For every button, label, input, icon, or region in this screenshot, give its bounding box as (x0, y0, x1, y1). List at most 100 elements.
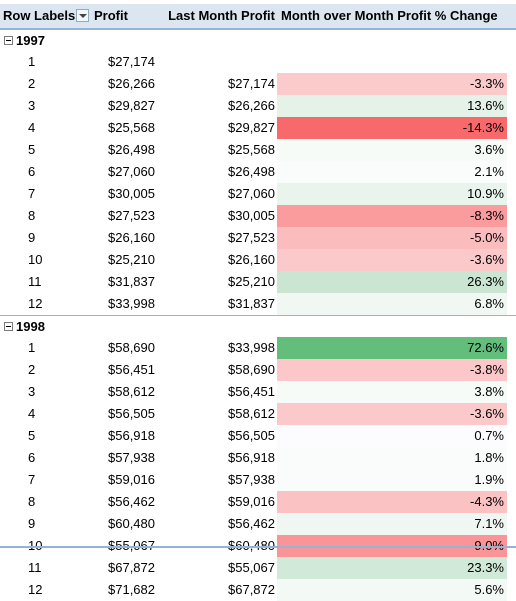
table-row[interactable]: 3 $29,827 $26,266 13.6% (0, 95, 516, 117)
table-row[interactable]: 9 $26,160 $27,523 -5.0% (0, 227, 516, 249)
last-month-profit-cell[interactable]: $26,498 (228, 164, 275, 179)
last-month-profit-cell[interactable]: $57,938 (228, 472, 275, 487)
last-month-profit-cell[interactable]: $31,837 (228, 296, 275, 311)
table-row[interactable]: 4 $56,505 $58,612 -3.6% (0, 403, 516, 425)
profit-cell[interactable]: $59,016 (108, 472, 155, 487)
last-month-profit-cell[interactable]: $26,266 (228, 98, 275, 113)
mom-pct-header[interactable]: Month over Month Profit % Change (281, 8, 498, 23)
last-month-profit-cell[interactable]: $58,612 (228, 406, 275, 421)
profit-cell[interactable]: $25,568 (108, 120, 155, 135)
table-row[interactable]: 6 $27,060 $26,498 2.1% (0, 161, 516, 183)
table-row[interactable]: 12 $33,998 $31,837 6.8% (0, 293, 516, 315)
table-row[interactable]: 8 $56,462 $59,016 -4.3% (0, 491, 516, 513)
last-month-profit-cell[interactable]: $25,568 (228, 142, 275, 157)
table-row[interactable]: 1 $58,690 $33,998 72.6% (0, 337, 516, 359)
last-month-profit-cell[interactable]: $27,174 (228, 76, 275, 91)
mom-pct-cell[interactable]: 3.6% (277, 139, 507, 161)
collapse-minus-icon[interactable] (4, 322, 13, 331)
profit-cell[interactable]: $56,462 (108, 494, 155, 509)
last-month-profit-cell[interactable]: $56,451 (228, 384, 275, 399)
profit-cell[interactable]: $27,523 (108, 208, 155, 223)
mom-pct-cell[interactable]: 5.6% (277, 579, 507, 601)
table-row[interactable]: 7 $59,016 $57,938 1.9% (0, 469, 516, 491)
mom-pct-cell[interactable]: -14.3% (277, 117, 507, 139)
table-row[interactable]: 10 $25,210 $26,160 -3.6% (0, 249, 516, 271)
mom-pct-cell[interactable]: 1.9% (277, 469, 507, 491)
profit-cell[interactable]: $60,480 (108, 516, 155, 531)
last-month-profit-cell[interactable]: $56,462 (228, 516, 275, 531)
last-month-profit-cell[interactable]: $59,016 (228, 494, 275, 509)
mom-pct-cell[interactable]: 3.8% (277, 381, 507, 403)
mom-pct-cell[interactable] (277, 51, 507, 73)
profit-cell[interactable]: $67,872 (108, 560, 155, 575)
last-month-profit-cell[interactable]: $56,505 (228, 428, 275, 443)
year-label[interactable]: 1998 (16, 319, 45, 334)
mom-pct-cell[interactable]: -3.6% (277, 403, 507, 425)
last-month-profit-cell[interactable]: $27,060 (228, 186, 275, 201)
last-month-profit-cell[interactable]: $55,067 (228, 560, 275, 575)
mom-pct-cell[interactable]: 10.9% (277, 183, 507, 205)
profit-cell[interactable]: $27,174 (108, 54, 155, 69)
table-row[interactable]: 3 $58,612 $56,451 3.8% (0, 381, 516, 403)
profit-cell[interactable]: $56,451 (108, 362, 155, 377)
profit-cell[interactable]: $58,612 (108, 384, 155, 399)
mom-pct-cell[interactable]: -5.0% (277, 227, 507, 249)
row-labels-header[interactable]: Row Labels (3, 8, 76, 23)
table-row[interactable]: 4 $25,568 $29,827 -14.3% (0, 117, 516, 139)
mom-pct-cell[interactable]: -3.3% (277, 73, 507, 95)
mom-pct-cell[interactable]: -4.3% (277, 491, 507, 513)
last-month-profit-cell[interactable]: $58,690 (228, 362, 275, 377)
mom-pct-cell[interactable]: 26.3% (277, 271, 507, 293)
profit-cell[interactable]: $26,498 (108, 142, 155, 157)
mom-pct-cell[interactable]: 72.6% (277, 337, 507, 359)
mom-pct-cell[interactable]: 7.1% (277, 513, 507, 535)
last-month-profit-cell[interactable]: $29,827 (228, 120, 275, 135)
mom-pct-cell[interactable]: 23.3% (277, 557, 507, 579)
profit-cell[interactable]: $25,210 (108, 252, 155, 267)
mom-pct-cell[interactable]: 1.8% (277, 447, 507, 469)
last-month-profit-cell[interactable]: $27,523 (228, 230, 275, 245)
table-row[interactable]: 7 $30,005 $27,060 10.9% (0, 183, 516, 205)
profit-cell[interactable]: $33,998 (108, 296, 155, 311)
mom-pct-cell[interactable]: 13.6% (277, 95, 507, 117)
table-row[interactable]: 5 $56,918 $56,505 0.7% (0, 425, 516, 447)
last-month-profit-cell[interactable]: $67,872 (228, 582, 275, 597)
table-row[interactable]: 2 $26,266 $27,174 -3.3% (0, 73, 516, 95)
mom-pct-cell[interactable]: 2.1% (277, 161, 507, 183)
last-month-profit-cell[interactable] (157, 51, 277, 73)
table-row[interactable]: 12 $71,682 $67,872 5.6% (0, 579, 516, 601)
table-row[interactable]: 11 $31,837 $25,210 26.3% (0, 271, 516, 293)
last-month-profit-cell[interactable]: $26,160 (228, 252, 275, 267)
last-month-profit-header[interactable]: Last Month Profit (168, 8, 275, 23)
mom-pct-cell[interactable]: -3.6% (277, 249, 507, 271)
last-month-profit-cell[interactable]: $30,005 (228, 208, 275, 223)
profit-header[interactable]: Profit (94, 8, 128, 23)
last-month-profit-cell[interactable]: $25,210 (228, 274, 275, 289)
last-month-profit-cell[interactable]: $56,918 (228, 450, 275, 465)
collapse-minus-icon[interactable] (4, 36, 13, 45)
table-row[interactable]: 2 $56,451 $58,690 -3.8% (0, 359, 516, 381)
profit-cell[interactable]: $26,266 (108, 76, 155, 91)
table-row[interactable]: 6 $57,938 $56,918 1.8% (0, 447, 516, 469)
dropdown-arrow-icon[interactable] (76, 9, 89, 22)
profit-cell[interactable]: $56,505 (108, 406, 155, 421)
mom-pct-cell[interactable]: 0.7% (277, 425, 507, 447)
table-row[interactable]: 5 $26,498 $25,568 3.6% (0, 139, 516, 161)
table-row[interactable]: 1 $27,174 (0, 51, 516, 73)
profit-cell[interactable]: $29,827 (108, 98, 155, 113)
year-label[interactable]: 1997 (16, 33, 45, 48)
mom-pct-cell[interactable]: -3.8% (277, 359, 507, 381)
table-row[interactable]: 9 $60,480 $56,462 7.1% (0, 513, 516, 535)
profit-cell[interactable]: $58,690 (108, 340, 155, 355)
profit-cell[interactable]: $26,160 (108, 230, 155, 245)
profit-cell[interactable]: $56,918 (108, 428, 155, 443)
mom-pct-cell[interactable]: -8.3% (277, 205, 507, 227)
last-month-profit-cell[interactable]: $33,998 (228, 340, 275, 355)
mom-pct-cell[interactable]: 6.8% (277, 293, 507, 315)
table-row[interactable]: 8 $27,523 $30,005 -8.3% (0, 205, 516, 227)
year-group-row[interactable]: 1998 (0, 315, 516, 338)
profit-cell[interactable]: $27,060 (108, 164, 155, 179)
profit-cell[interactable]: $71,682 (108, 582, 155, 597)
table-row[interactable]: 11 $67,872 $55,067 23.3% (0, 557, 516, 579)
year-group-row[interactable]: 1997 (0, 29, 516, 52)
